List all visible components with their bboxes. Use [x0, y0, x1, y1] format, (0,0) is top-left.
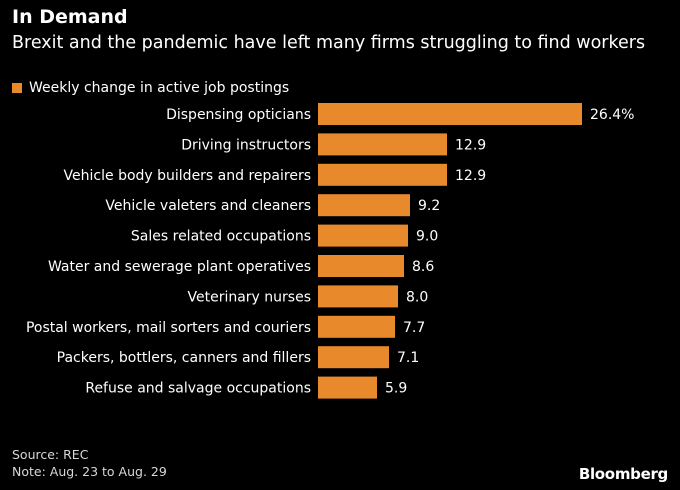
category-label: Vehicle body builders and repairers [64, 168, 311, 184]
value-label: 26.4% [590, 107, 634, 123]
category-label: Postal workers, mail sorters and courier… [26, 320, 311, 336]
category-label: Driving instructors [181, 137, 311, 153]
bar [318, 315, 395, 338]
source-text: Source: REC [12, 447, 89, 462]
category-label: Dispensing opticians [166, 107, 311, 123]
chart-subtitle: Brexit and the pandemic have left many f… [12, 33, 646, 53]
footer-notes: Source: REC Note: Aug. 23 to Aug. 29 [12, 446, 167, 480]
legend-label: Weekly change in active job postings [29, 80, 290, 96]
value-label: 12.9 [455, 168, 486, 184]
bar [318, 376, 377, 399]
value-label: 7.1 [397, 350, 419, 366]
bar [318, 133, 447, 156]
category-label: Packers, bottlers, canners and fillers [57, 350, 311, 366]
bar [318, 255, 404, 277]
bar [318, 163, 447, 186]
value-label: 5.9 [385, 381, 407, 397]
bar [318, 194, 410, 217]
value-label: 8.0 [406, 289, 428, 305]
category-label: Refuse and salvage occupations [85, 381, 311, 397]
legend: Weekly change in active job postings [12, 80, 289, 96]
note-text: Note: Aug. 23 to Aug. 29 [12, 464, 167, 479]
category-label: Vehicle valeters and cleaners [105, 198, 311, 214]
value-label: 9.2 [418, 198, 440, 214]
bar [318, 285, 398, 308]
value-label: 12.9 [455, 137, 486, 153]
category-label: Water and sewerage plant operatives [48, 259, 311, 275]
bar [318, 103, 582, 125]
chart-title: In Demand [12, 6, 128, 28]
bar [318, 224, 408, 247]
category-label: Sales related occupations [131, 229, 311, 245]
value-label: 7.7 [403, 320, 425, 336]
value-label: 9.0 [416, 229, 438, 245]
legend-swatch [12, 83, 22, 93]
category-label: Veterinary nurses [188, 289, 312, 305]
bloomberg-logo: Bloomberg [578, 465, 668, 483]
value-label: 8.6 [412, 259, 434, 275]
bar [318, 346, 389, 369]
